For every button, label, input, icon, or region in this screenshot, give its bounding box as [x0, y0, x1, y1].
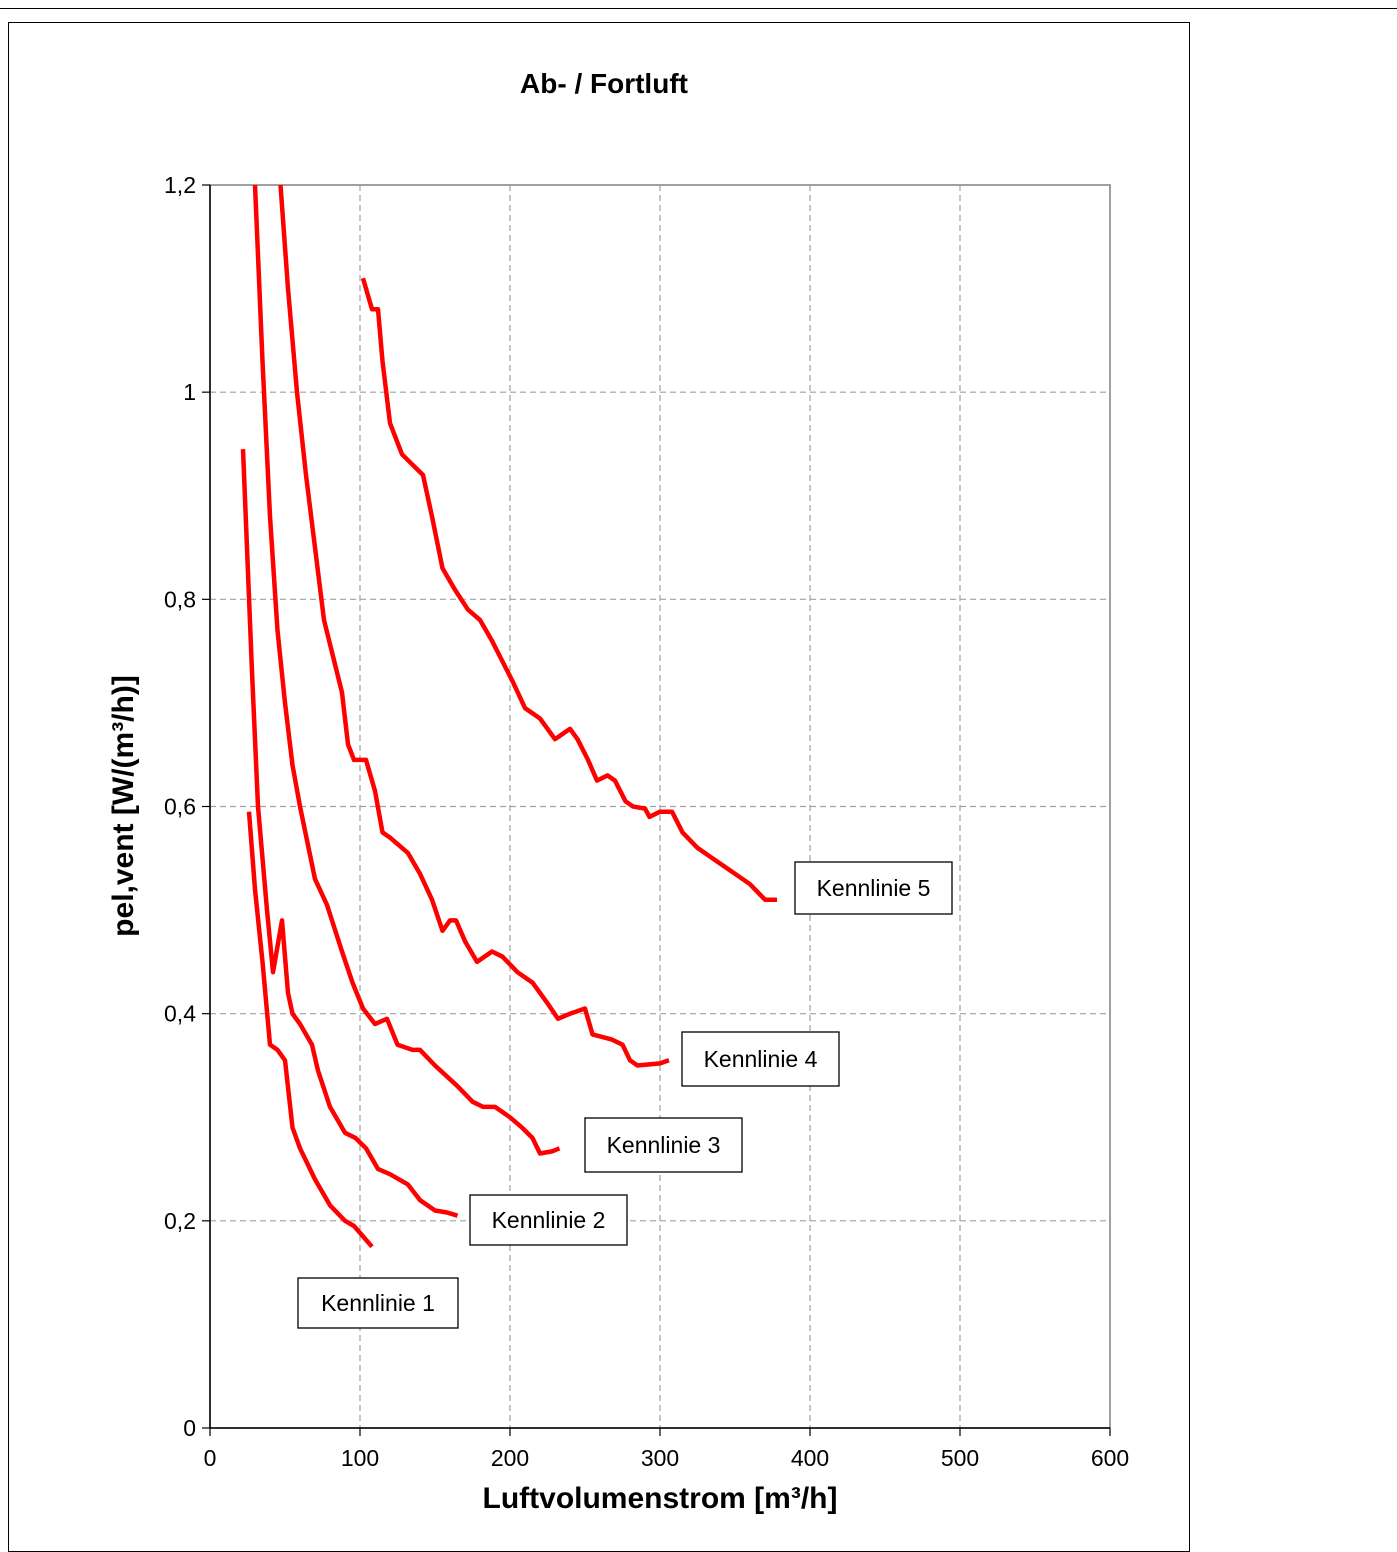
y-tick-label: 1,2 [164, 172, 196, 198]
axes [202, 184, 1111, 1436]
series-label-box [584, 1117, 743, 1173]
series-lines [240, 184, 777, 1249]
top-edge-line [0, 8, 1397, 9]
y-tick-label: 0 [183, 1415, 196, 1441]
x-tick-label: 600 [1091, 1445, 1129, 1471]
series-label-3: Kennlinie 3 [584, 1117, 743, 1173]
series-label-5: Kennlinie 5 [794, 861, 953, 915]
y-tick-label: 0,8 [164, 586, 196, 612]
series-label-box [469, 1194, 628, 1246]
x-axis-title: Luftvolumenstrom [m³/h] [483, 1482, 838, 1515]
x-tick-label: 200 [491, 1445, 529, 1471]
y-tick-label: 0,6 [164, 794, 196, 820]
chart-title: Ab- / Fortluft [520, 68, 688, 99]
y-tick-label: 0,2 [164, 1208, 196, 1234]
tick-labels: 0 0,2 0,4 0,6 0,8 1 1,2 0 100 200 300 400 500 600 [164, 172, 1129, 1471]
x-tick-label: 0 [204, 1445, 217, 1471]
series-label-text: Kennlinie 5 [817, 875, 931, 901]
series-label-box [297, 1277, 459, 1329]
series-line-1 [246, 811, 374, 1249]
series-label-text: Kennlinie 2 [492, 1207, 606, 1233]
series-line-4 [278, 184, 670, 1068]
series-label-text: Kennlinie 4 [704, 1046, 818, 1072]
x-tick-label: 300 [641, 1445, 679, 1471]
series-label-2: Kennlinie 2 [469, 1194, 628, 1246]
series-label-box [681, 1031, 840, 1087]
series-label-box [794, 861, 953, 915]
x-tick-label: 400 [791, 1445, 829, 1471]
gridlines [210, 185, 1110, 1428]
series-label-text: Kennlinie 3 [607, 1132, 721, 1158]
series-label-1: Kennlinie 1 [297, 1277, 459, 1329]
x-tick-label: 500 [941, 1445, 979, 1471]
y-axis-title: pel,vent [W/(m³/h)] [107, 675, 140, 937]
y-tick-label: 0,4 [164, 1001, 196, 1027]
y-tick-label: 1 [183, 379, 196, 405]
series-labels: Kennlinie 1 Kennlinie 2 Kennlinie 3 Kennlin… [297, 861, 953, 1329]
series-label-text: Kennlinie 1 [321, 1290, 435, 1316]
x-tick-label: 100 [341, 1445, 379, 1471]
series-line-3 [252, 184, 561, 1156]
series-label-4: Kennlinie 4 [681, 1031, 840, 1087]
series-line-2 [240, 449, 459, 1218]
series-line-5 [360, 277, 777, 902]
